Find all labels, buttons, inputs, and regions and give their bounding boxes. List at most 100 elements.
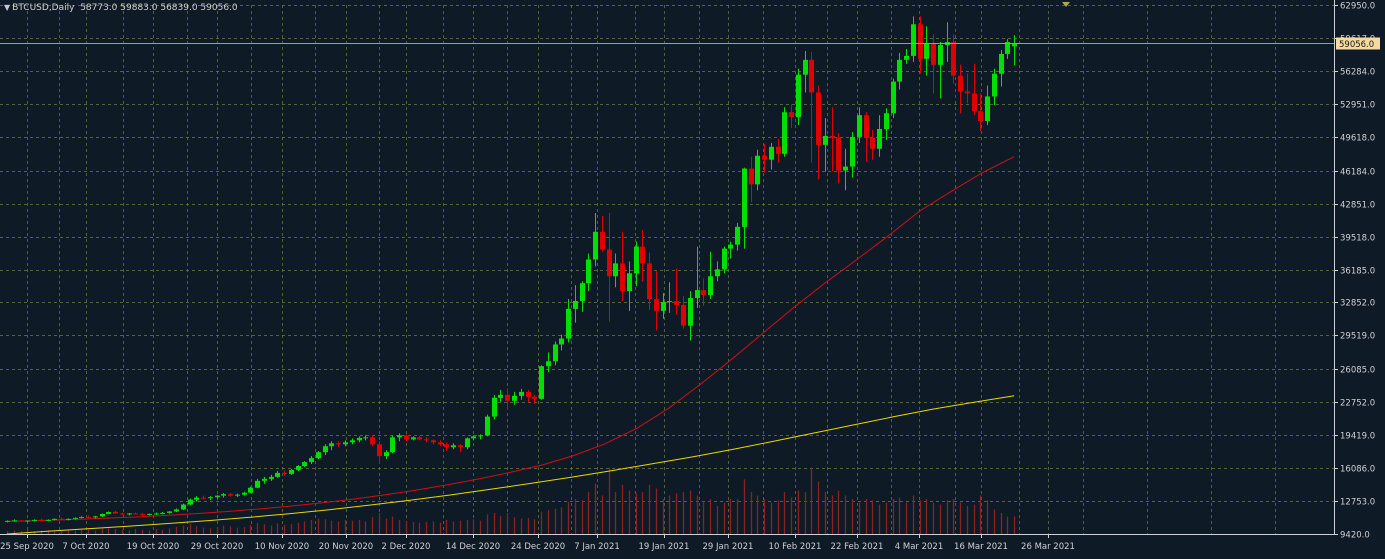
candle[interactable]	[911, 16, 916, 62]
candle[interactable]	[302, 461, 307, 467]
candle[interactable]	[417, 435, 422, 441]
candle[interactable]	[972, 63, 977, 116]
candle[interactable]	[357, 436, 362, 443]
candle[interactable]	[444, 442, 449, 452]
candle[interactable]	[850, 131, 855, 178]
candle[interactable]	[478, 434, 483, 440]
candlesticks[interactable]	[5, 16, 1017, 523]
candle[interactable]	[485, 414, 490, 437]
candle[interactable]	[613, 253, 618, 288]
candle[interactable]	[573, 285, 578, 323]
candle[interactable]	[390, 435, 395, 454]
candle[interactable]	[715, 261, 720, 282]
candle[interactable]	[546, 352, 551, 373]
candle[interactable]	[593, 213, 598, 267]
candle[interactable]	[918, 16, 923, 74]
candle[interactable]	[823, 118, 828, 172]
candle[interactable]	[269, 474, 274, 481]
candle[interactable]	[59, 517, 64, 520]
candle[interactable]	[208, 496, 213, 501]
candle[interactable]	[688, 291, 693, 341]
candle[interactable]	[438, 440, 443, 447]
candle[interactable]	[992, 68, 997, 106]
candle[interactable]	[640, 229, 645, 282]
candle[interactable]	[769, 142, 774, 170]
candle[interactable]	[316, 451, 321, 460]
candle[interactable]	[776, 138, 781, 163]
candle[interactable]	[106, 511, 111, 515]
candle[interactable]	[404, 434, 409, 442]
dropdown-triangle-icon[interactable]: ▼	[4, 3, 11, 12]
chart-shift-marker-icon[interactable]	[1062, 2, 1070, 7]
candle[interactable]	[120, 512, 125, 515]
candle[interactable]	[377, 441, 382, 465]
candle[interactable]	[113, 510, 118, 514]
candle[interactable]	[836, 132, 841, 184]
candle[interactable]	[188, 498, 193, 506]
candle[interactable]	[275, 470, 280, 478]
candle[interactable]	[363, 435, 368, 441]
candle[interactable]	[600, 215, 605, 252]
candle[interactable]	[147, 513, 152, 516]
candle[interactable]	[160, 511, 165, 515]
candle[interactable]	[735, 222, 740, 251]
candle[interactable]	[539, 365, 544, 400]
candle[interactable]	[451, 443, 456, 450]
candle[interactable]	[661, 293, 666, 319]
candle[interactable]	[924, 26, 929, 76]
candle[interactable]	[370, 434, 375, 447]
candle[interactable]	[762, 143, 767, 173]
candle[interactable]	[627, 261, 632, 311]
candle[interactable]	[586, 253, 591, 292]
candle[interactable]	[843, 148, 848, 191]
candle[interactable]	[32, 519, 37, 522]
candle[interactable]	[931, 34, 936, 94]
candle[interactable]	[985, 85, 990, 126]
candle[interactable]	[329, 441, 334, 451]
candle[interactable]	[384, 450, 389, 460]
candle[interactable]	[228, 493, 233, 497]
candle[interactable]	[498, 389, 503, 402]
candle[interactable]	[458, 444, 463, 453]
candle[interactable]	[255, 478, 260, 489]
candle[interactable]	[181, 503, 186, 510]
candle[interactable]	[877, 115, 882, 157]
candle[interactable]	[965, 73, 970, 104]
candle[interactable]	[154, 512, 159, 515]
candle[interactable]	[221, 493, 226, 498]
candle[interactable]	[431, 439, 436, 445]
candle[interactable]	[891, 78, 896, 119]
candle[interactable]	[620, 231, 625, 301]
candle[interactable]	[73, 517, 78, 520]
candle[interactable]	[532, 394, 537, 404]
candle[interactable]	[742, 167, 747, 249]
candle[interactable]	[309, 456, 314, 465]
candle[interactable]	[174, 508, 179, 512]
candle[interactable]	[19, 519, 24, 522]
candle[interactable]	[282, 470, 287, 476]
candle[interactable]	[634, 241, 639, 287]
candle[interactable]	[505, 387, 510, 410]
candle[interactable]	[782, 107, 787, 157]
candle[interactable]	[904, 48, 909, 64]
candle[interactable]	[553, 341, 558, 366]
candle[interactable]	[194, 496, 199, 502]
candle[interactable]	[100, 513, 105, 517]
candle[interactable]	[471, 435, 476, 441]
candle[interactable]	[343, 440, 348, 447]
candle[interactable]	[789, 104, 794, 129]
candle[interactable]	[86, 515, 91, 518]
candle[interactable]	[1012, 35, 1017, 66]
candle[interactable]	[39, 518, 44, 521]
candle[interactable]	[12, 519, 17, 522]
candle[interactable]	[958, 64, 963, 114]
candle[interactable]	[336, 441, 341, 448]
candle[interactable]	[25, 520, 30, 523]
candle[interactable]	[140, 512, 145, 515]
candle[interactable]	[52, 518, 57, 521]
candle[interactable]	[215, 495, 220, 499]
candle[interactable]	[884, 108, 889, 140]
candle[interactable]	[66, 518, 71, 521]
candle[interactable]	[654, 271, 659, 331]
